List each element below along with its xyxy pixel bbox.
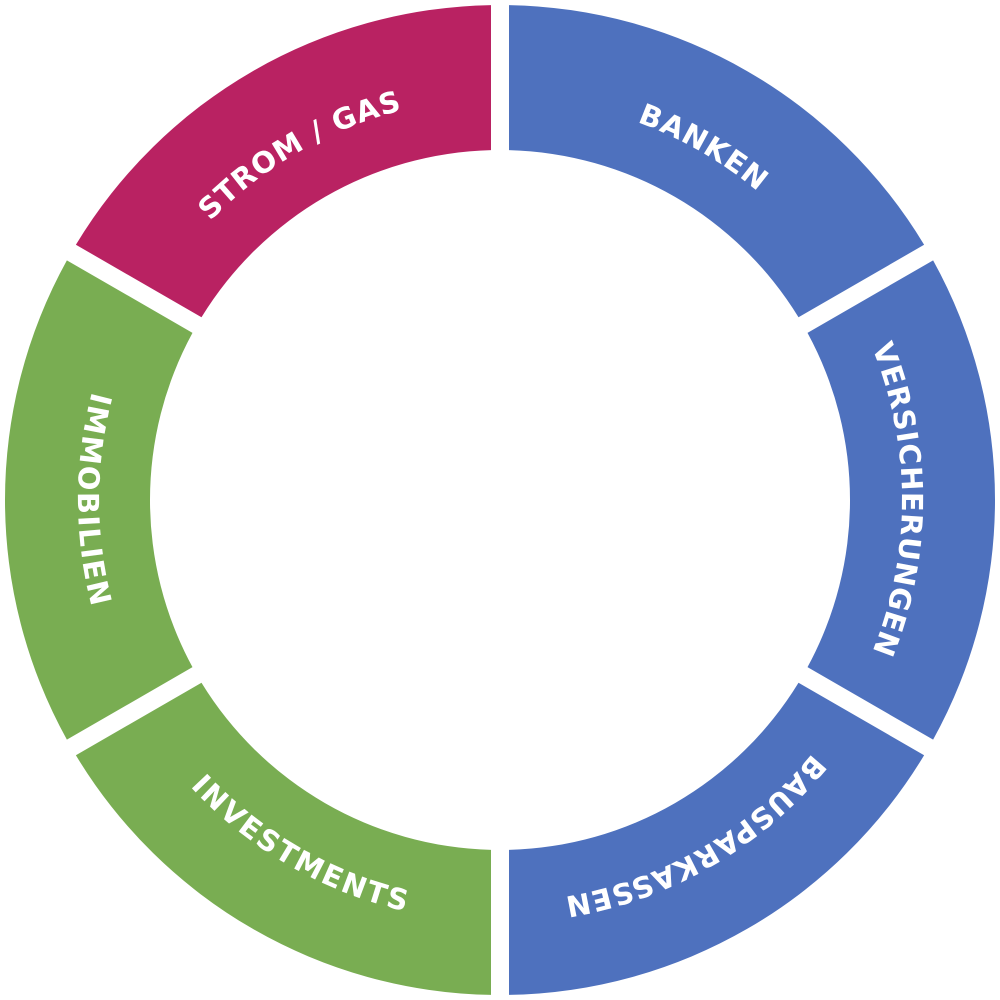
segment-versicherungen bbox=[807, 260, 996, 740]
segment-bausparkassen bbox=[509, 682, 925, 995]
ring-segments bbox=[4, 5, 996, 995]
segment-strom-gas bbox=[75, 5, 491, 318]
segment-investments bbox=[75, 682, 491, 995]
segment-immobilien bbox=[4, 260, 193, 740]
segment-banken bbox=[509, 5, 925, 318]
